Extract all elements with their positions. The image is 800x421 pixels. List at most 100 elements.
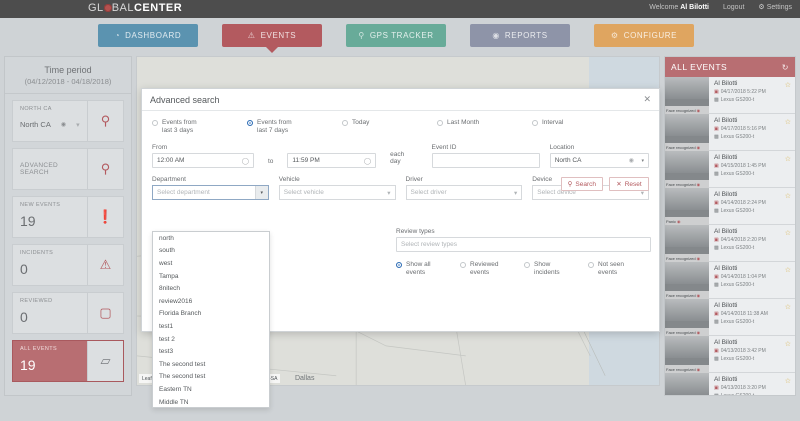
- radio-label-line2: events: [470, 269, 490, 277]
- event-list-item[interactable]: Face recognized ◉ Al Bilotti ▣ 04/14/2018 1:…: [665, 262, 795, 299]
- star-icon[interactable]: ☆: [784, 341, 791, 348]
- star-icon[interactable]: ☆: [784, 378, 791, 385]
- refresh-icon[interactable]: ↻: [781, 62, 789, 72]
- caret-down-icon[interactable]: ▾: [640, 189, 644, 197]
- driver-select[interactable]: Select driver ▾: [405, 185, 523, 201]
- location-card-select[interactable]: North CA ◉ ▾: [20, 120, 80, 129]
- dropdown-option[interactable]: 8nitech: [159, 285, 180, 293]
- dropdown-option[interactable]: north: [159, 234, 174, 242]
- event-list-item[interactable]: Face recognized ◉ Al Bilotti ▣ 04/17/2018 5:…: [665, 77, 795, 114]
- star-icon[interactable]: ☆: [784, 267, 791, 274]
- close-icon[interactable]: ✕: [643, 94, 651, 104]
- reset-button[interactable]: ✕ Reset: [609, 177, 649, 192]
- clear-circle-icon[interactable]: ◉: [60, 122, 67, 128]
- dropdown-option[interactable]: west: [159, 259, 173, 267]
- event-thumbnail[interactable]: Face recognized◉: [665, 336, 709, 373]
- nav-tab-dashboard[interactable]: ◔ DASHBOARD: [98, 24, 198, 47]
- star-icon[interactable]: ☆: [784, 82, 791, 89]
- star-icon[interactable]: ☆: [784, 193, 791, 200]
- clear-circle-icon[interactable]: ◉: [628, 158, 635, 165]
- period-radio-1[interactable]: Events from last 7 days: [247, 119, 342, 135]
- clock-icon[interactable]: ◯: [363, 157, 372, 165]
- radio-dot-icon[interactable]: [588, 262, 594, 268]
- radio-dot-icon[interactable]: [532, 120, 538, 126]
- department-dropdown-list[interactable]: north south west Tampa 8nitech review2016 Flor…: [152, 231, 270, 408]
- review-radio-0[interactable]: Show all events: [396, 261, 460, 277]
- department-select[interactable]: Select department ▾: [152, 185, 269, 201]
- app-logo[interactable]: GL BALCENTER: [88, 2, 182, 14]
- event-thumbnail[interactable]: Face recognized◉: [665, 77, 709, 114]
- period-radio-3[interactable]: Last Month: [437, 119, 532, 127]
- review-radio-3[interactable]: Not seen events: [588, 261, 652, 277]
- review-radio-1[interactable]: Reviewed events: [460, 261, 524, 277]
- event-list-item[interactable]: Face recognized◉ Al Bilotti ▣04/13/2018 3:…: [665, 373, 795, 395]
- nav-tab-reports[interactable]: ◉ REPORTS: [470, 24, 570, 47]
- sidebar-card-incidents[interactable]: INCIDENTS 0 ⚠: [12, 244, 124, 286]
- radio-dot-icon[interactable]: [396, 262, 402, 268]
- dropdown-option[interactable]: test3: [159, 348, 174, 356]
- dropdown-option[interactable]: Middle TN: [159, 398, 189, 406]
- event-list-item[interactable]: Face recognized ◉ Al Bilotti ▣ 04/15/2018 1:…: [665, 151, 795, 188]
- nav-tab-events[interactable]: ⚠ EVENTS: [222, 24, 322, 47]
- sidebar-card-new-events[interactable]: NEW EVENTS 19 ❗: [12, 196, 124, 238]
- caret-down-icon[interactable]: ▾: [76, 121, 80, 129]
- event-thumbnail[interactable]: Face recognized◉: [665, 225, 709, 262]
- event-thumbnail[interactable]: Face recognized◉: [665, 262, 709, 299]
- logo-text-bold: CENTER: [133, 2, 183, 14]
- vehicle-select[interactable]: Select vehicle ▾: [278, 185, 396, 201]
- event-thumbnail[interactable]: Face recognized◉: [665, 373, 709, 395]
- settings-link[interactable]: ⚙ Settings: [758, 3, 792, 11]
- event-list-item[interactable]: Face recognized ◉ Al Bilotti ▣ 04/17/2018 5:…: [665, 114, 795, 151]
- event-thumbnail[interactable]: Face recognized◉: [665, 114, 709, 151]
- dropdown-option[interactable]: The second test: [159, 360, 206, 368]
- to-time-input[interactable]: 11:59 PM ◯: [287, 153, 377, 169]
- event-thumbnail[interactable]: Face recognized◉: [665, 299, 709, 336]
- period-radio-4[interactable]: Interval: [532, 119, 627, 127]
- sidebar-card-advanced-search[interactable]: ADVANCED SEARCH ⚲: [12, 148, 124, 190]
- period-radio-2[interactable]: Today: [342, 119, 437, 127]
- dropdown-option[interactable]: Florida Branch: [159, 310, 202, 318]
- dropdown-option[interactable]: Eastern TN: [159, 385, 192, 393]
- star-icon[interactable]: ☆: [784, 230, 791, 237]
- sidebar-card-label: NEW EVENTS: [20, 202, 61, 208]
- dropdown-option[interactable]: south: [159, 247, 175, 255]
- sidebar-card-all-events[interactable]: ALL EVENTS 19 ▱: [12, 340, 124, 382]
- radio-dot-icon[interactable]: [152, 120, 158, 126]
- clock-icon[interactable]: ◯: [241, 157, 249, 165]
- dropdown-option[interactable]: review2016: [159, 297, 193, 305]
- radio-dot-icon[interactable]: [342, 120, 348, 126]
- event-list-item[interactable]: Face recognized ◉ Al Bilotti ▣ 04/14/2018 2:…: [665, 225, 795, 262]
- event-id-input[interactable]: [431, 153, 540, 169]
- dropdown-option[interactable]: test1: [159, 322, 174, 330]
- caret-down-icon[interactable]: ▾: [387, 189, 391, 197]
- radio-dot-icon[interactable]: [460, 262, 466, 268]
- sidebar-card-location[interactable]: NORTH CA North CA ◉ ▾ ⚲: [12, 100, 124, 142]
- logout-link[interactable]: Logout: [723, 3, 745, 11]
- star-icon[interactable]: ☆: [784, 156, 791, 163]
- dropdown-option[interactable]: test 2: [159, 335, 175, 343]
- radio-dot-icon[interactable]: [437, 120, 443, 126]
- location-input[interactable]: North CA ◉ ▾: [549, 153, 650, 169]
- event-list-item[interactable]: Face recognized◉ Al Bilotti ▣04/13/2018 3:…: [665, 336, 795, 373]
- search-button[interactable]: ⚲ Search: [560, 177, 603, 192]
- event-list-item[interactable]: Face recognized ◉ Al Bilotti ▣ 04/14/2018 11…: [665, 299, 795, 336]
- nav-tab-gps-tracker[interactable]: ⚲ GPS TRACKER: [346, 24, 446, 47]
- star-icon[interactable]: ☆: [784, 304, 791, 311]
- event-thumbnail[interactable]: Panic ◉: [665, 188, 709, 225]
- radio-dot-icon[interactable]: [247, 120, 253, 126]
- event-list-item[interactable]: Panic ◉ Al Bilotti ▣ 04/14/2018 2:24 PM ▩ Lexu…: [665, 188, 795, 225]
- caret-down-icon[interactable]: ▾: [254, 186, 268, 200]
- star-icon[interactable]: ☆: [784, 119, 791, 126]
- radio-dot-icon[interactable]: [524, 262, 530, 268]
- period-radio-0[interactable]: Events from last 3 days: [152, 119, 247, 135]
- event-thumbnail[interactable]: Face recognized◉: [665, 151, 709, 188]
- nav-tab-configure[interactable]: ⚙ CONFIGURE: [594, 24, 694, 47]
- review-radio-2[interactable]: Show incidents: [524, 261, 588, 277]
- caret-down-icon[interactable]: ▾: [513, 189, 518, 197]
- caret-down-icon[interactable]: ▾: [641, 157, 645, 164]
- review-types-input[interactable]: Select review types: [396, 237, 651, 252]
- sidebar-card-reviewed[interactable]: REVIEWED 0 ▢: [12, 292, 124, 334]
- dropdown-option[interactable]: The second test: [159, 373, 206, 381]
- dropdown-option[interactable]: Tampa: [159, 272, 179, 280]
- from-time-input[interactable]: 12:00 AM ◯: [152, 153, 254, 169]
